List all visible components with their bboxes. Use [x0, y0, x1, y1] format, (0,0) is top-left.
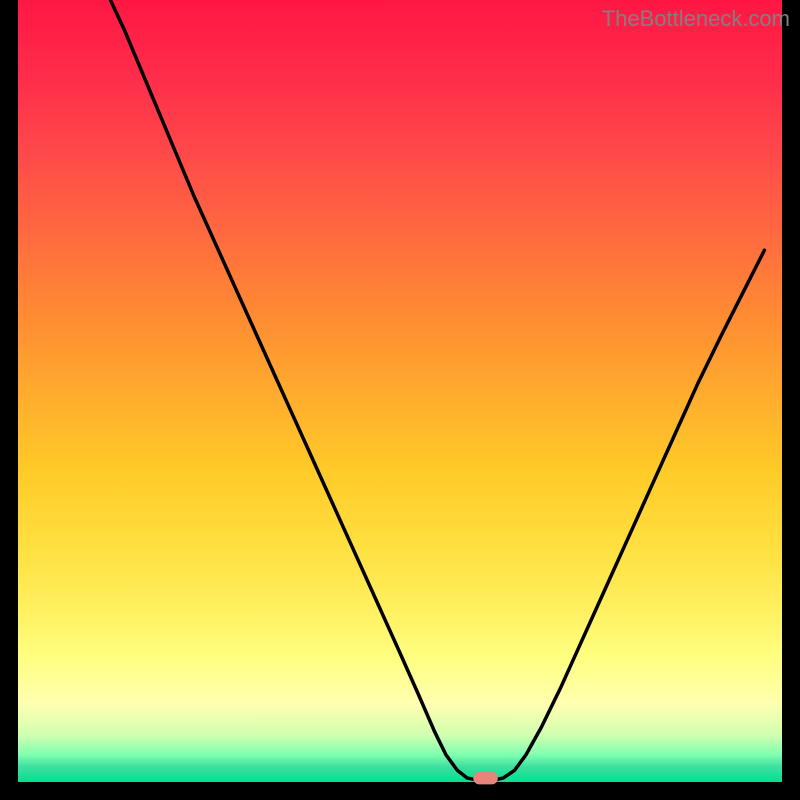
marker-layer	[473, 772, 497, 785]
chart-svg	[0, 0, 800, 800]
border-bottom	[0, 782, 800, 800]
border-left	[0, 0, 18, 800]
border-right	[782, 0, 800, 800]
optimal-marker	[473, 772, 497, 785]
plot-area	[18, 0, 782, 782]
gradient-background	[18, 0, 782, 782]
watermark-text: TheBottleneck.com	[602, 6, 790, 32]
bottleneck-chart: TheBottleneck.com	[0, 0, 800, 800]
